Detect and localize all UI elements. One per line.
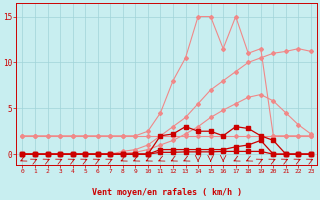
- X-axis label: Vent moyen/en rafales ( km/h ): Vent moyen/en rafales ( km/h ): [92, 188, 242, 197]
